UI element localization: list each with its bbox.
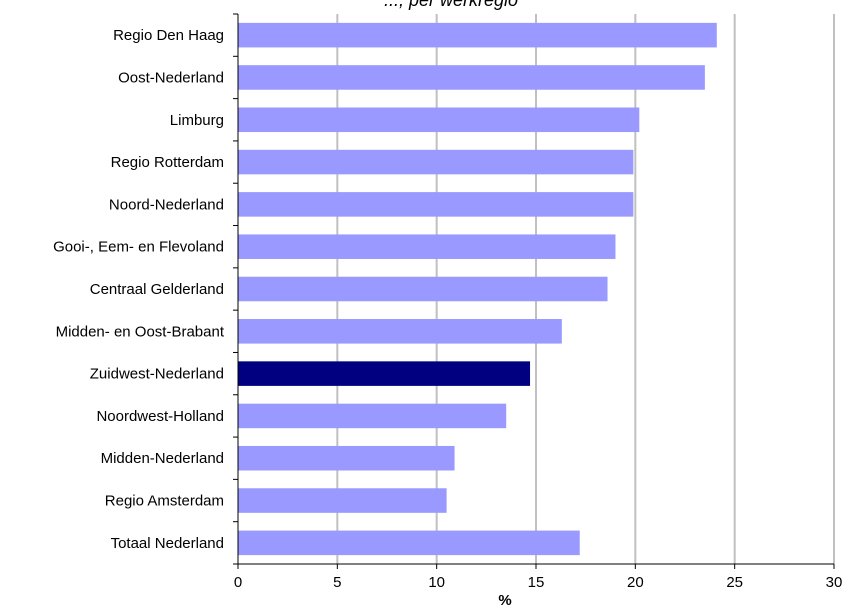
x-tick-label: 0 [234,574,242,591]
x-tick-label: 30 [826,574,843,591]
bar [238,488,447,513]
category-label: Zuidwest-Nederland [90,366,224,383]
x-tick-label: 20 [627,574,644,591]
category-label: Noord-Nederland [109,196,224,213]
category-label: Limburg [170,112,224,129]
chart-title: ..., per werkregio [384,0,518,10]
bar [238,445,455,471]
bar [238,319,562,344]
category-label: Midden-Nederland [101,450,224,467]
category-label: Regio Den Haag [113,27,224,44]
x-tick-label: 5 [333,574,341,591]
category-label: Centraal Gelderland [90,281,224,298]
x-tick-label: 10 [428,574,445,591]
category-label: Totaal Nederland [111,535,224,552]
x-tick-labels: 0 5 10 15 20 25 30 [234,574,843,591]
bar [238,192,634,217]
bar [238,234,616,259]
bar [238,65,705,90]
x-tick-label: 25 [726,574,743,591]
category-labels: Regio Den Haag Oost-Nederland Limburg Regio… [53,27,225,552]
bar [238,149,634,175]
x-tick-label: 15 [528,574,545,591]
category-label: Oost-Nederland [118,69,224,86]
bar [238,403,507,429]
category-label: Gooi-, Eem- en Flevoland [53,239,224,256]
category-label: Midden- en Oost-Brabant [56,323,225,340]
bar [238,22,717,48]
axes [233,13,835,569]
bar [238,361,531,386]
x-axis-title: % [498,592,511,608]
bar [238,276,608,302]
bar [238,107,640,133]
category-label: Noordwest-Holland [96,408,224,425]
bar [238,530,580,556]
bars [238,22,717,556]
category-label: Regio Rotterdam [111,154,224,171]
category-label: Regio Amsterdam [105,493,224,510]
